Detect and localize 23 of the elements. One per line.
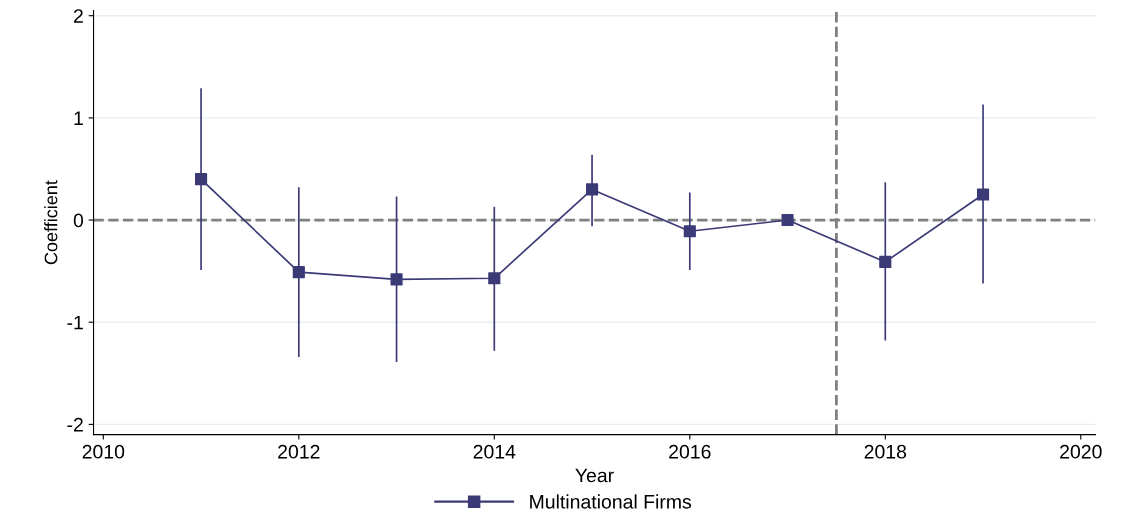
point: [781, 213, 794, 227]
x-tick-label: 2016: [669, 444, 711, 459]
x-tick-label: 2018: [864, 444, 907, 459]
x-tick-label: 2020: [1060, 444, 1102, 459]
point: [488, 272, 501, 285]
point: [585, 183, 599, 196]
legend-label: Multinational Firms: [530, 494, 692, 509]
x-tick-label: 2014: [473, 444, 516, 459]
y-tick-label: 0: [73, 213, 84, 228]
point: [292, 266, 305, 279]
x-axis-title: Year: [575, 468, 614, 483]
y-tick-label: -1: [67, 315, 83, 330]
x-tick-label: 2010: [82, 444, 125, 459]
point: [390, 273, 403, 286]
point: [879, 255, 892, 269]
y-tick-label: 1: [74, 111, 83, 125]
point: [194, 173, 208, 186]
point: [683, 225, 696, 238]
y-axis-title: Coefficient: [44, 180, 58, 265]
x-tick-label: 2012: [278, 444, 320, 459]
point: [976, 188, 990, 201]
y-tick-label: 2: [73, 9, 83, 23]
y-tick-label: -2: [67, 417, 83, 432]
